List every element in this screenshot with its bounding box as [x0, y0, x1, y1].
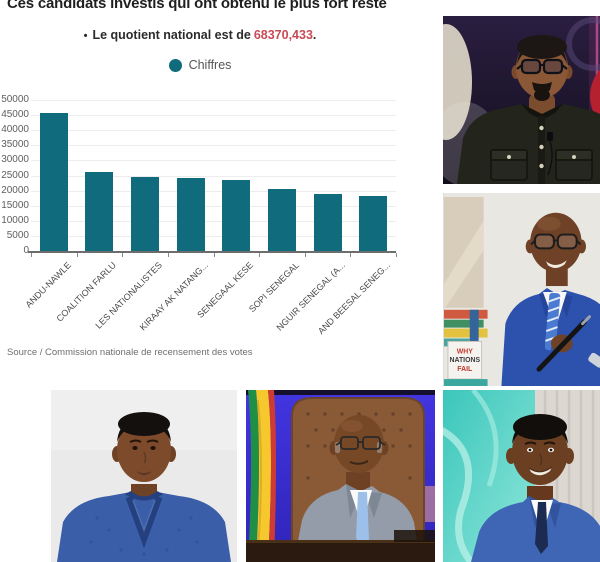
gridline	[31, 160, 396, 162]
axis-tick	[76, 253, 78, 257]
bar	[176, 178, 205, 251]
x-axis-label: NGUIR SENEGAL (A...	[274, 260, 347, 333]
man-office-illustration	[246, 390, 435, 562]
y-axis-label: 15000	[1, 199, 29, 211]
gridline	[31, 175, 396, 177]
axis-tick	[31, 253, 32, 257]
x-axis-label: COALITION FARLU	[54, 260, 119, 324]
photo-man-boubou	[51, 390, 237, 562]
bar	[267, 188, 296, 251]
y-axis-label: 30000	[1, 154, 29, 166]
source-credit: Source / Commission nationale de recense…	[7, 347, 253, 358]
man-boubou-illustration	[51, 390, 237, 562]
y-axis-label: 50000	[1, 94, 29, 105]
y-axis-label: 25000	[1, 169, 29, 181]
gridline	[31, 145, 396, 147]
y-axis-label: 40000	[1, 124, 29, 136]
gridline	[31, 220, 396, 222]
axis-tick	[304, 253, 306, 257]
gridline	[31, 115, 396, 117]
bar	[85, 172, 114, 251]
book-spine-line: WHY	[457, 348, 474, 355]
chart-title: Ces candidats investis qui ont obtenu le…	[7, 0, 387, 12]
x-axis-label: SENEGAAL KESE	[195, 260, 256, 320]
y-axis-label: 10000	[1, 214, 29, 226]
gridline	[31, 190, 396, 192]
x-axis-label: KIRAAY AK NATANG...	[137, 260, 210, 333]
photo-man-office-flag	[246, 390, 435, 562]
bar	[131, 177, 160, 251]
bar	[313, 193, 342, 251]
y-axis-label: 20000	[1, 184, 29, 196]
bullet-glyph: •	[83, 30, 88, 42]
quotient-value: 68370,433	[253, 28, 313, 42]
book-spine-line: NATIONS	[450, 357, 481, 364]
legend-label: Chiffres	[188, 58, 232, 72]
gridline	[31, 235, 396, 237]
book-spine-line: FAIL	[457, 366, 472, 373]
gridline	[31, 130, 396, 132]
photo-man-bookshelf: WHY NATIONS FAIL	[443, 193, 600, 386]
x-axis-line	[28, 251, 396, 253]
axis-tick	[122, 253, 124, 257]
legend-swatch-icon	[168, 58, 182, 72]
axis-tick	[167, 253, 169, 257]
x-axis-label: LES NATIONALISTES	[93, 260, 165, 331]
man-bookshelf-illustration: WHY NATIONS FAIL	[444, 193, 600, 386]
y-axis-label: 0	[23, 245, 29, 256]
y-axis-label: 35000	[1, 139, 29, 151]
chart-subtitle: • Le quotient national est de 68370,433.	[0, 28, 400, 42]
gridline	[31, 100, 396, 101]
photo-man-teal-wall	[443, 390, 600, 562]
axis-tick	[396, 253, 397, 257]
bar	[359, 195, 388, 251]
x-axis-label: AND BEESAL SENEG...	[316, 260, 393, 337]
bar-chart-panel: Ces candidats investis qui ont obtenu le…	[0, 0, 400, 372]
axis-tick	[213, 253, 215, 257]
subtitle-period: .	[312, 28, 317, 42]
gridline	[31, 205, 396, 207]
photo-studio-guest	[443, 16, 600, 184]
x-axis-label: SOPI SENEGAL	[246, 260, 302, 315]
studio-guest-illustration	[443, 16, 600, 184]
bar	[222, 180, 251, 251]
man-teal-wall-illustration	[443, 390, 600, 562]
axis-tick	[350, 253, 352, 257]
y-axis-label: 45000	[1, 109, 29, 121]
axis-tick	[259, 253, 261, 257]
plot-area: 0 5000 10000 15000 20000 25000 30000 35000 40000…	[0, 0, 400, 372]
y-axis-label: 5000	[6, 229, 29, 241]
bar	[39, 112, 68, 251]
subtitle-text: Le quotient national est de	[92, 28, 251, 42]
chart-legend: Chiffres	[0, 58, 400, 72]
